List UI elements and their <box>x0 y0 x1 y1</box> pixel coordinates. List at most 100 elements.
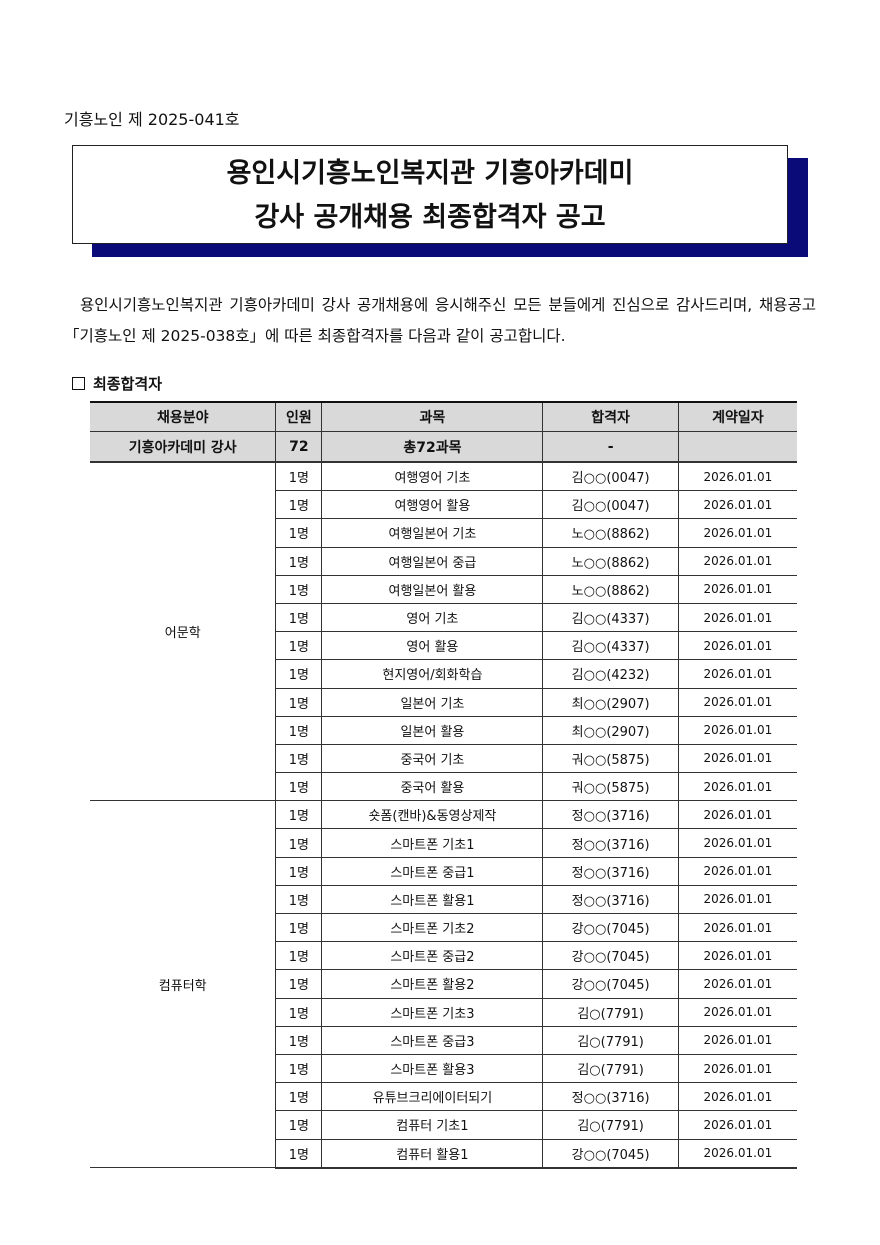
subject-cell: 영어 기초 <box>321 602 544 633</box>
successful-candidate-cell: 정○○(3716) <box>542 884 679 915</box>
headcount-cell: 1명 <box>275 687 323 717</box>
header-subject: 과목 <box>321 401 544 432</box>
headcount-cell: 1명 <box>275 997 323 1027</box>
subject-cell: 여행일본어 기초 <box>321 518 544 548</box>
subject-cell: 일본어 활용 <box>321 715 544 745</box>
subject-cell: 여행영어 기초 <box>321 461 544 492</box>
title-line-1: 용인시기흥노인복지관 기흥아카데미 <box>226 158 634 189</box>
table-row: 1명 현지영어/회화학습 김○○(4232) 2026.01.01 <box>90 659 797 689</box>
table-row: 1명 여행일본어 기초 노○○(8862) 2026.01.01 <box>90 518 797 548</box>
checkbox-square-icon <box>72 377 85 390</box>
table-row: 1명 스마트폰 기초1 정○○(3716) 2026.01.01 <box>90 828 797 858</box>
headcount-cell: 1명 <box>275 490 323 520</box>
successful-candidate-cell: 김○(7791) <box>542 997 679 1027</box>
successful-candidate-cell: 김○○(4232) <box>542 659 679 689</box>
headcount-cell: 1명 <box>275 969 323 999</box>
successful-candidate-cell: 김○(7791) <box>542 1110 679 1140</box>
contract-date-cell: 2026.01.01 <box>677 800 797 830</box>
subject-cell: 스마트폰 기초1 <box>321 828 544 858</box>
successful-candidate-cell: 김○○(4337) <box>542 602 679 633</box>
successful-candidate-cell: 김○(7791) <box>542 1053 679 1084</box>
contract-date-cell: 2026.01.01 <box>677 1110 797 1140</box>
headcount-cell: 1명 <box>275 800 323 830</box>
successful-candidate-cell: 정○○(3716) <box>542 800 679 830</box>
headcount-cell: 1명 <box>275 715 323 745</box>
table-row: 1명 컴퓨터 활용1 강○○(7045) 2026.01.01 <box>90 1138 797 1169</box>
headcount-cell: 1명 <box>275 574 323 604</box>
headcount-cell: 1명 <box>275 1025 323 1055</box>
successful-candidate-cell: 정○○(3716) <box>542 856 679 886</box>
successful-candidate-cell: 김○○(0047) <box>542 490 679 520</box>
contract-date-cell: 2026.01.01 <box>677 772 797 802</box>
contract-date-cell: 2026.01.01 <box>677 518 797 548</box>
table-row: 1명 스마트폰 중급2 강○○(7045) 2026.01.01 <box>90 941 797 971</box>
subject-cell: 스마트폰 중급3 <box>321 1025 544 1055</box>
contract-date-cell: 2026.01.01 <box>677 602 797 633</box>
table-row: 1명 일본어 활용 최○○(2907) 2026.01.01 <box>90 715 797 745</box>
contract-date-cell: 2026.01.01 <box>677 912 797 943</box>
subject-cell: 영어 활용 <box>321 631 544 661</box>
table-row: 1명 스마트폰 기초2 강○○(7045) 2026.01.01 <box>90 912 797 943</box>
table-row: 어문학 1명 여행영어 기초 김○○(0047) 2026.01.01 <box>90 461 797 802</box>
contract-date-cell: 2026.01.01 <box>677 715 797 745</box>
subject-cell: 스마트폰 기초2 <box>321 912 544 943</box>
contract-date-cell: 2026.01.01 <box>677 490 797 520</box>
table-row: 1명 유튜브크리에이터되기 정○○(3716) 2026.01.01 <box>90 1082 797 1112</box>
headcount-cell: 1명 <box>275 1053 323 1084</box>
table-row: 1명 영어 활용 김○○(4337) 2026.01.01 <box>90 631 797 661</box>
table-row: 1명 스마트폰 중급1 정○○(3716) 2026.01.01 <box>90 856 797 886</box>
header-headcount: 인원 <box>275 401 323 432</box>
headcount-cell: 1명 <box>275 772 323 802</box>
successful-candidate-cell: 최○○(2907) <box>542 715 679 745</box>
successful-candidate-cell: 강○○(7045) <box>542 912 679 943</box>
table-row: 1명 여행일본어 활용 노○○(8862) 2026.01.01 <box>90 574 797 604</box>
table-row: 1명 스마트폰 활용1 정○○(3716) 2026.01.01 <box>90 884 797 915</box>
table-row: 컴퓨터학 1명 숏폼(캔바)&동영상제작 정○○(3716) 2026.01.01 <box>90 800 797 1169</box>
results-table: 채용분야 인원 과목 합격자 계약일자 기흥아카데미 강사 72 총72과목 - 어문학 1명 여행… <box>90 401 797 1169</box>
subject-cell: 스마트폰 기초3 <box>321 997 544 1027</box>
subject-cell: 중국어 활용 <box>321 772 544 802</box>
subject-cell: 여행일본어 활용 <box>321 574 544 604</box>
table-row: 1명 영어 기초 김○○(4337) 2026.01.01 <box>90 602 797 633</box>
headcount-cell: 1명 <box>275 546 323 576</box>
successful-candidate-cell: 강○○(7045) <box>542 941 679 971</box>
contract-date-cell: 2026.01.01 <box>677 1053 797 1084</box>
headcount-cell: 1명 <box>275 602 323 633</box>
contract-date-cell: 2026.01.01 <box>677 631 797 661</box>
headcount-cell: 1명 <box>275 828 323 858</box>
headcount-cell: 1명 <box>275 659 323 689</box>
title-box: 용인시기흥노인복지관 기흥아카데미 강사 공개채용 최종합격자 공고 <box>72 145 788 244</box>
document-number: 기흥노인 제 2025-041호 <box>64 110 240 129</box>
contract-date-cell: 2026.01.01 <box>677 659 797 689</box>
header-successful-candidate: 합격자 <box>542 401 679 432</box>
subject-cell: 스마트폰 활용2 <box>321 969 544 999</box>
successful-candidate-cell: 궈○○(5875) <box>542 743 679 774</box>
contract-date-cell: 2026.01.01 <box>677 969 797 999</box>
subject-cell: 일본어 기초 <box>321 687 544 717</box>
table-row: 1명 스마트폰 활용2 강○○(7045) 2026.01.01 <box>90 969 797 999</box>
subject-cell: 컴퓨터 기초1 <box>321 1110 544 1140</box>
table-header-row: 채용분야 인원 과목 합격자 계약일자 <box>90 401 797 432</box>
subject-cell: 중국어 기초 <box>321 743 544 774</box>
contract-date-cell: 2026.01.01 <box>677 461 797 492</box>
contract-date-cell: 2026.01.01 <box>677 1138 797 1169</box>
headcount-cell: 1명 <box>275 518 323 548</box>
successful-candidate-cell: 강○○(7045) <box>542 969 679 999</box>
successful-candidate-cell: 노○○(8862) <box>542 546 679 576</box>
subject-cell: 스마트폰 중급2 <box>321 941 544 971</box>
subject-cell: 스마트폰 활용1 <box>321 884 544 915</box>
section-title: 최종합격자 <box>93 375 163 393</box>
subject-cell: 컴퓨터 활용1 <box>321 1138 544 1169</box>
table-row: 1명 여행일본어 중급 노○○(8862) 2026.01.01 <box>90 546 797 576</box>
contract-date-cell: 2026.01.01 <box>677 828 797 858</box>
section-heading: 최종합격자 <box>72 373 162 394</box>
headcount-cell: 1명 <box>275 1110 323 1140</box>
contract-date-cell: 2026.01.01 <box>677 856 797 886</box>
subject-cell: 여행일본어 중급 <box>321 546 544 576</box>
successful-candidate-cell: 김○○(4337) <box>542 631 679 661</box>
headcount-cell: 1명 <box>275 631 323 661</box>
subject-cell: 스마트폰 중급1 <box>321 856 544 886</box>
contract-date-cell: 2026.01.01 <box>677 1025 797 1055</box>
contract-date-cell: 2026.01.01 <box>677 941 797 971</box>
